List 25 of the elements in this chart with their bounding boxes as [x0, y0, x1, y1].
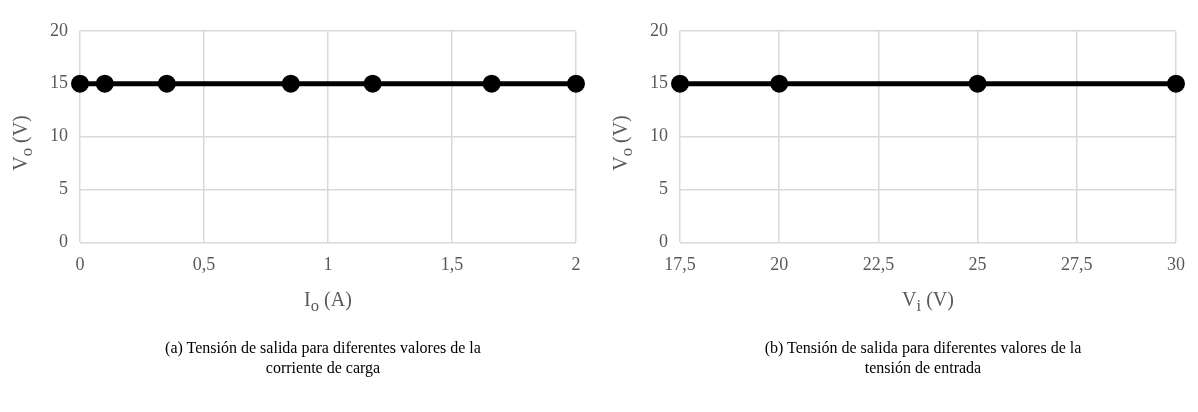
x-tick-label: 2 — [571, 253, 581, 274]
x-tick-label: 1 — [323, 253, 333, 274]
y-tick-label: 5 — [659, 178, 668, 199]
x-tick-label: 25 — [968, 253, 987, 274]
y-tick-label: 20 — [50, 19, 68, 40]
x-tick-label: 22,5 — [862, 253, 895, 274]
y-tick-label: 15 — [50, 72, 68, 93]
y-tick-label: 5 — [59, 178, 68, 199]
x-tick-label: 20 — [770, 253, 789, 274]
x-tick-label: 27,5 — [1061, 253, 1093, 274]
text: (b) Tensión de salida para diferentes valores de la tensión de entrada — [763, 338, 1083, 378]
y-tick-label: 10 — [650, 125, 668, 146]
y-tick-label: 10 — [50, 125, 68, 146]
x-axis-title: I$_{o}$ (A) — [303, 288, 353, 317]
x-tick-label: 30 — [1167, 253, 1185, 274]
x-tick-label: 1,5 — [440, 253, 464, 274]
y-tick-label: 20 — [650, 19, 668, 40]
y-tick-label: 15 — [650, 72, 668, 93]
x-axis-title: V$_{i}$ (V) — [901, 288, 955, 317]
x-tick-label: 0,5 — [192, 253, 216, 274]
text: (a) Tensión de salida para diferentes valores de la corriente de carga — [164, 338, 482, 378]
y-tick-label: 0 — [59, 231, 68, 252]
y-tick-label: 0 — [659, 231, 668, 252]
x-tick-label: 0 — [75, 253, 85, 274]
x-tick-label: 17,5 — [664, 253, 696, 274]
